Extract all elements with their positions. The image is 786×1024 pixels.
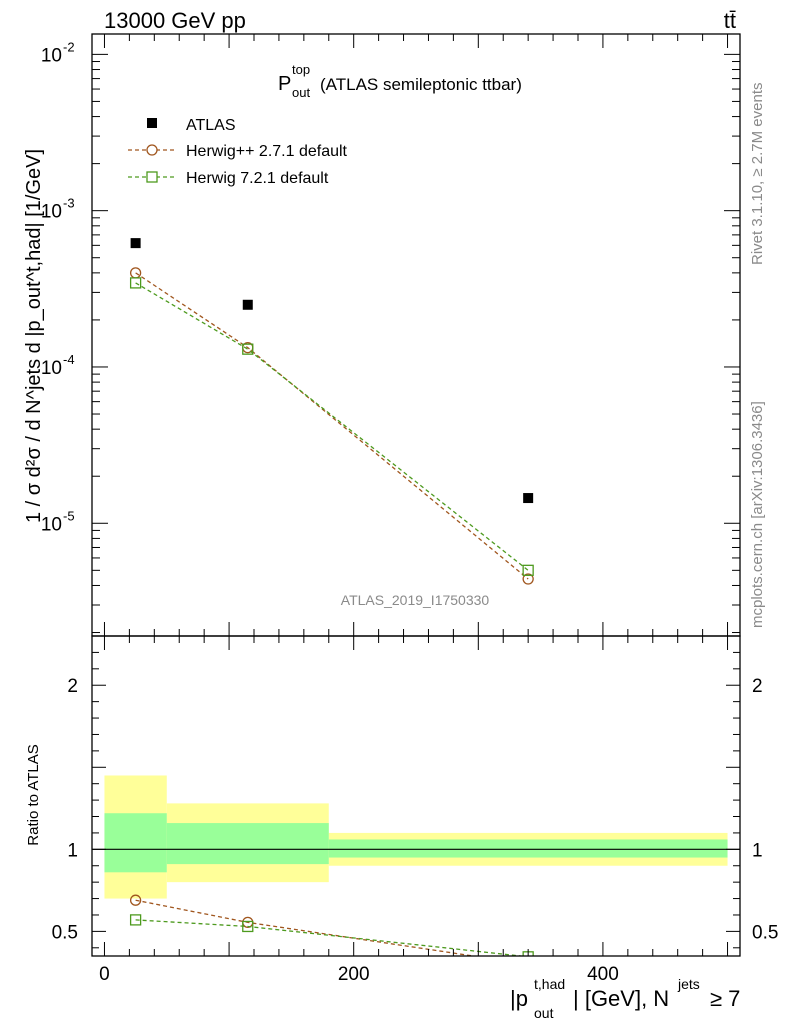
watermark: ATLAS_2019_I1750330: [341, 592, 490, 608]
main-ytick-label-exp: -3: [63, 196, 75, 211]
main-ytick-label-base: 10: [41, 514, 62, 535]
ratio-panel: 0.5 0.5 1 1 2 2 0 200 400 Ratio to ATLAS |p t,ha…: [25, 635, 778, 1021]
ratio-ytick-label-right: 2: [752, 676, 763, 697]
legend-marker-herwig7: [146, 171, 158, 183]
ratio-xtick-label: 0: [99, 964, 110, 985]
rivet-label: Rivet 3.1.10, ≥ 2.7M events: [749, 83, 766, 266]
ratio-ylabel: Ratio to ATLAS: [25, 744, 42, 845]
xlabel-sup2: jets: [677, 976, 700, 992]
main-point-herwig-pp: [522, 573, 534, 585]
ratio-frame: [91, 635, 741, 957]
ratio-ytick-label-left: 2: [67, 676, 78, 697]
main-series-line: [135, 282, 529, 571]
ratio-point-herwig7: [129, 914, 142, 926]
main-point-herwig7: [242, 343, 254, 355]
ratio-ytick-label-left: 1: [67, 840, 78, 861]
xlabel-tail: ≥ 7: [710, 986, 740, 1011]
ratio-series-line: [135, 899, 478, 956]
main-ytick-label-base: 10: [41, 45, 62, 66]
legend: ATLAS Herwig++ 2.7.1 default Herwig 7.2.…: [128, 117, 348, 187]
ratio-point-herwig7: [242, 920, 254, 933]
ratio-ytick-label-right: 1: [752, 840, 763, 861]
main-point-atlas: [242, 299, 253, 310]
ratio-band-stat: [104, 813, 167, 873]
legend-label-herwig7: Herwig 7.2.1 default: [186, 170, 329, 187]
main-ytick-label-exp: -2: [63, 39, 75, 54]
title-symbol-sub: out: [292, 85, 310, 100]
xlabel-sup: t,had: [534, 976, 565, 992]
main-panel: 10-510-410-310-2 P top out (ATLAS semile…: [23, 33, 741, 637]
title-symbol: P: [278, 73, 291, 95]
process-label: tt̄: [724, 8, 736, 33]
main-point-herwig7: [522, 564, 534, 576]
main-ytick-label-base: 10: [41, 358, 62, 379]
ratio-series-line: [135, 919, 527, 956]
legend-marker-herwig-pp: [146, 144, 158, 156]
xlabel-mid: | [GeV], N: [573, 986, 669, 1011]
ratio-ytick-label-right: 0.5: [752, 922, 778, 943]
main-point-herwig7: [129, 277, 142, 289]
ratio-point-herwig-pp: [129, 894, 142, 906]
ratio-xtick-label: 200: [338, 964, 370, 985]
legend-marker-atlas: [147, 118, 157, 128]
main-ytick-label-exp: -4: [63, 352, 75, 367]
xlabel: |p t,had out | [GeV], N jets ≥ 7: [510, 976, 740, 1021]
ratio-band-stat: [328, 839, 728, 858]
xlabel-sub: out: [534, 1005, 554, 1021]
xlabel-p: |p: [510, 986, 528, 1011]
legend-item-herwig-pp: Herwig++ 2.7.1 default: [128, 143, 348, 160]
ratio-point-herwig-pp: [523, 959, 533, 969]
legend-label-herwig-pp: Herwig++ 2.7.1 default: [186, 143, 348, 160]
ratio-band-stat: [166, 823, 329, 865]
title-symbol-sup: top: [292, 62, 310, 77]
main-ytick-label-base: 10: [41, 202, 62, 223]
title-text: (ATLAS semileptonic ttbar): [320, 75, 522, 94]
main-ytick-label-exp: -5: [63, 508, 75, 523]
main-series-line: [135, 272, 529, 580]
energy-label: 13000 GeV pp: [104, 8, 246, 33]
main-point-atlas: [130, 238, 141, 249]
main-point-atlas: [523, 493, 534, 504]
ratio-xtick-label: 400: [587, 964, 619, 985]
main-ylabel: 1 / σ d²σ / d N^jets d |p_out^t,had| [1/…: [23, 149, 45, 523]
mcplots-label: mcplots.cern.ch [arXiv:1306.3436]: [749, 401, 766, 628]
legend-item-herwig7: Herwig 7.2.1 default: [128, 170, 329, 187]
legend-label-atlas: ATLAS: [186, 117, 236, 134]
legend-item-atlas: ATLAS: [147, 117, 236, 134]
main-title: P top out (ATLAS semileptonic ttbar): [278, 62, 522, 100]
ratio-ytick-label-left: 0.5: [52, 922, 78, 943]
